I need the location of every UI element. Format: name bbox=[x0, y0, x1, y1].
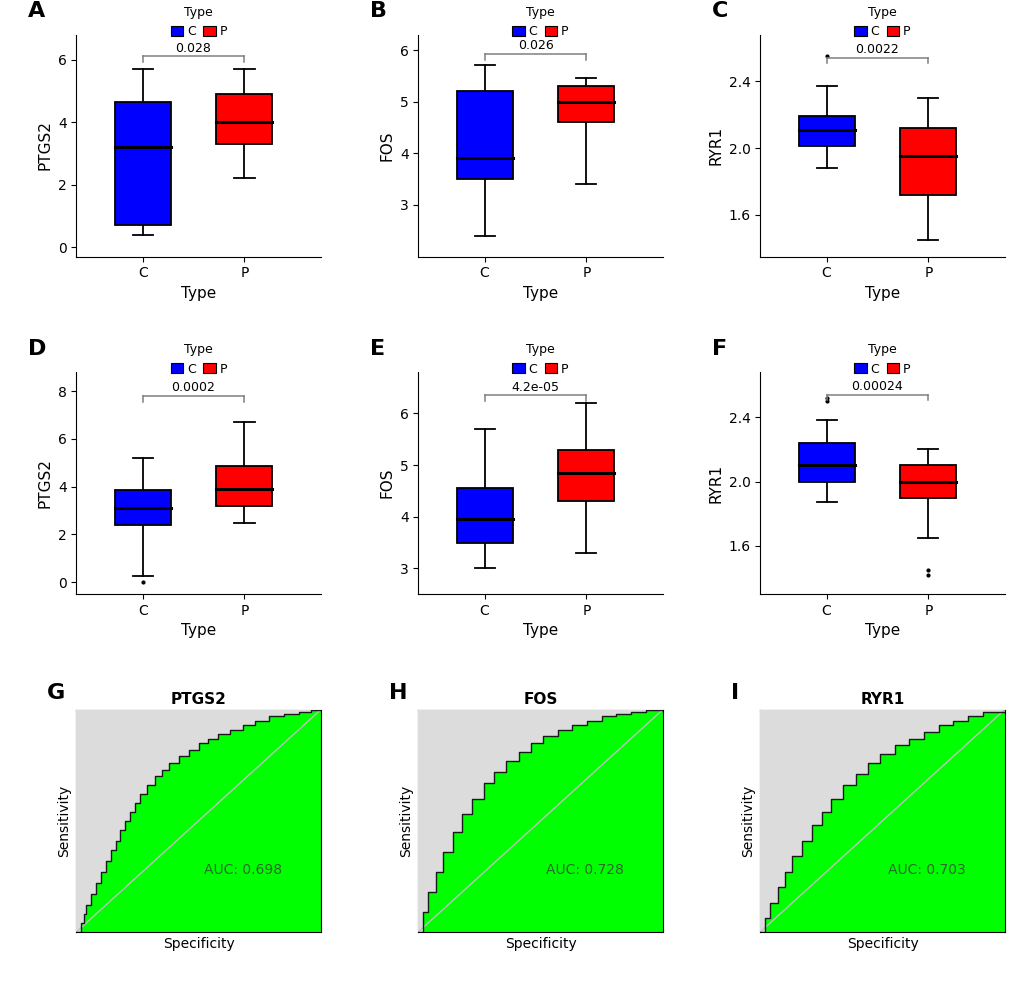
Y-axis label: FOS: FOS bbox=[379, 468, 394, 498]
Legend: C, P: C, P bbox=[849, 1, 915, 43]
Bar bbox=[900, 128, 956, 195]
X-axis label: Type: Type bbox=[180, 286, 216, 301]
Bar bbox=[557, 450, 613, 501]
Y-axis label: Sensitivity: Sensitivity bbox=[57, 785, 71, 857]
Title: RYR1: RYR1 bbox=[860, 692, 904, 707]
Bar bbox=[798, 116, 854, 146]
Y-axis label: Sensitivity: Sensitivity bbox=[740, 785, 754, 857]
Text: AUC: 0.703: AUC: 0.703 bbox=[887, 863, 964, 877]
Bar bbox=[798, 443, 854, 481]
Text: D: D bbox=[28, 339, 46, 359]
Text: F: F bbox=[711, 339, 726, 359]
Legend: C, P: C, P bbox=[849, 338, 915, 381]
Y-axis label: RYR1: RYR1 bbox=[707, 126, 722, 165]
Y-axis label: RYR1: RYR1 bbox=[707, 463, 722, 503]
Y-axis label: FOS: FOS bbox=[379, 130, 394, 161]
Text: A: A bbox=[28, 1, 45, 21]
X-axis label: Specificity: Specificity bbox=[504, 938, 576, 951]
Text: 0.00024: 0.00024 bbox=[851, 380, 903, 392]
Bar bbox=[457, 488, 513, 542]
Text: 4.2e-05: 4.2e-05 bbox=[511, 381, 559, 393]
Bar bbox=[216, 466, 272, 506]
Text: AUC: 0.728: AUC: 0.728 bbox=[545, 863, 623, 877]
Y-axis label: Sensitivity: Sensitivity bbox=[398, 785, 413, 857]
Text: E: E bbox=[369, 339, 384, 359]
X-axis label: Type: Type bbox=[523, 286, 557, 301]
Title: PTGS2: PTGS2 bbox=[170, 692, 226, 707]
X-axis label: Specificity: Specificity bbox=[163, 938, 234, 951]
Text: 0.026: 0.026 bbox=[517, 39, 553, 52]
Y-axis label: PTGS2: PTGS2 bbox=[38, 458, 52, 508]
Text: C: C bbox=[711, 1, 728, 21]
Legend: C, P: C, P bbox=[507, 1, 573, 43]
Text: I: I bbox=[731, 683, 739, 703]
Bar bbox=[216, 94, 272, 144]
Bar bbox=[114, 490, 170, 525]
X-axis label: Type: Type bbox=[864, 286, 900, 301]
Text: G: G bbox=[47, 683, 65, 703]
Text: 0.0002: 0.0002 bbox=[171, 382, 215, 394]
Bar bbox=[900, 465, 956, 498]
Bar bbox=[457, 92, 513, 179]
Bar bbox=[557, 86, 613, 122]
Text: 0.028: 0.028 bbox=[175, 41, 211, 54]
Text: B: B bbox=[369, 1, 386, 21]
X-axis label: Type: Type bbox=[523, 623, 557, 639]
X-axis label: Type: Type bbox=[180, 623, 216, 639]
Text: H: H bbox=[389, 683, 408, 703]
X-axis label: Specificity: Specificity bbox=[846, 938, 917, 951]
Title: FOS: FOS bbox=[523, 692, 557, 707]
Legend: C, P: C, P bbox=[165, 1, 231, 43]
Text: AUC: 0.698: AUC: 0.698 bbox=[204, 863, 281, 877]
Y-axis label: PTGS2: PTGS2 bbox=[38, 120, 52, 171]
Bar bbox=[114, 102, 170, 226]
X-axis label: Type: Type bbox=[864, 623, 900, 639]
Text: 0.0022: 0.0022 bbox=[855, 43, 899, 56]
Legend: C, P: C, P bbox=[165, 338, 231, 381]
Legend: C, P: C, P bbox=[507, 338, 573, 381]
